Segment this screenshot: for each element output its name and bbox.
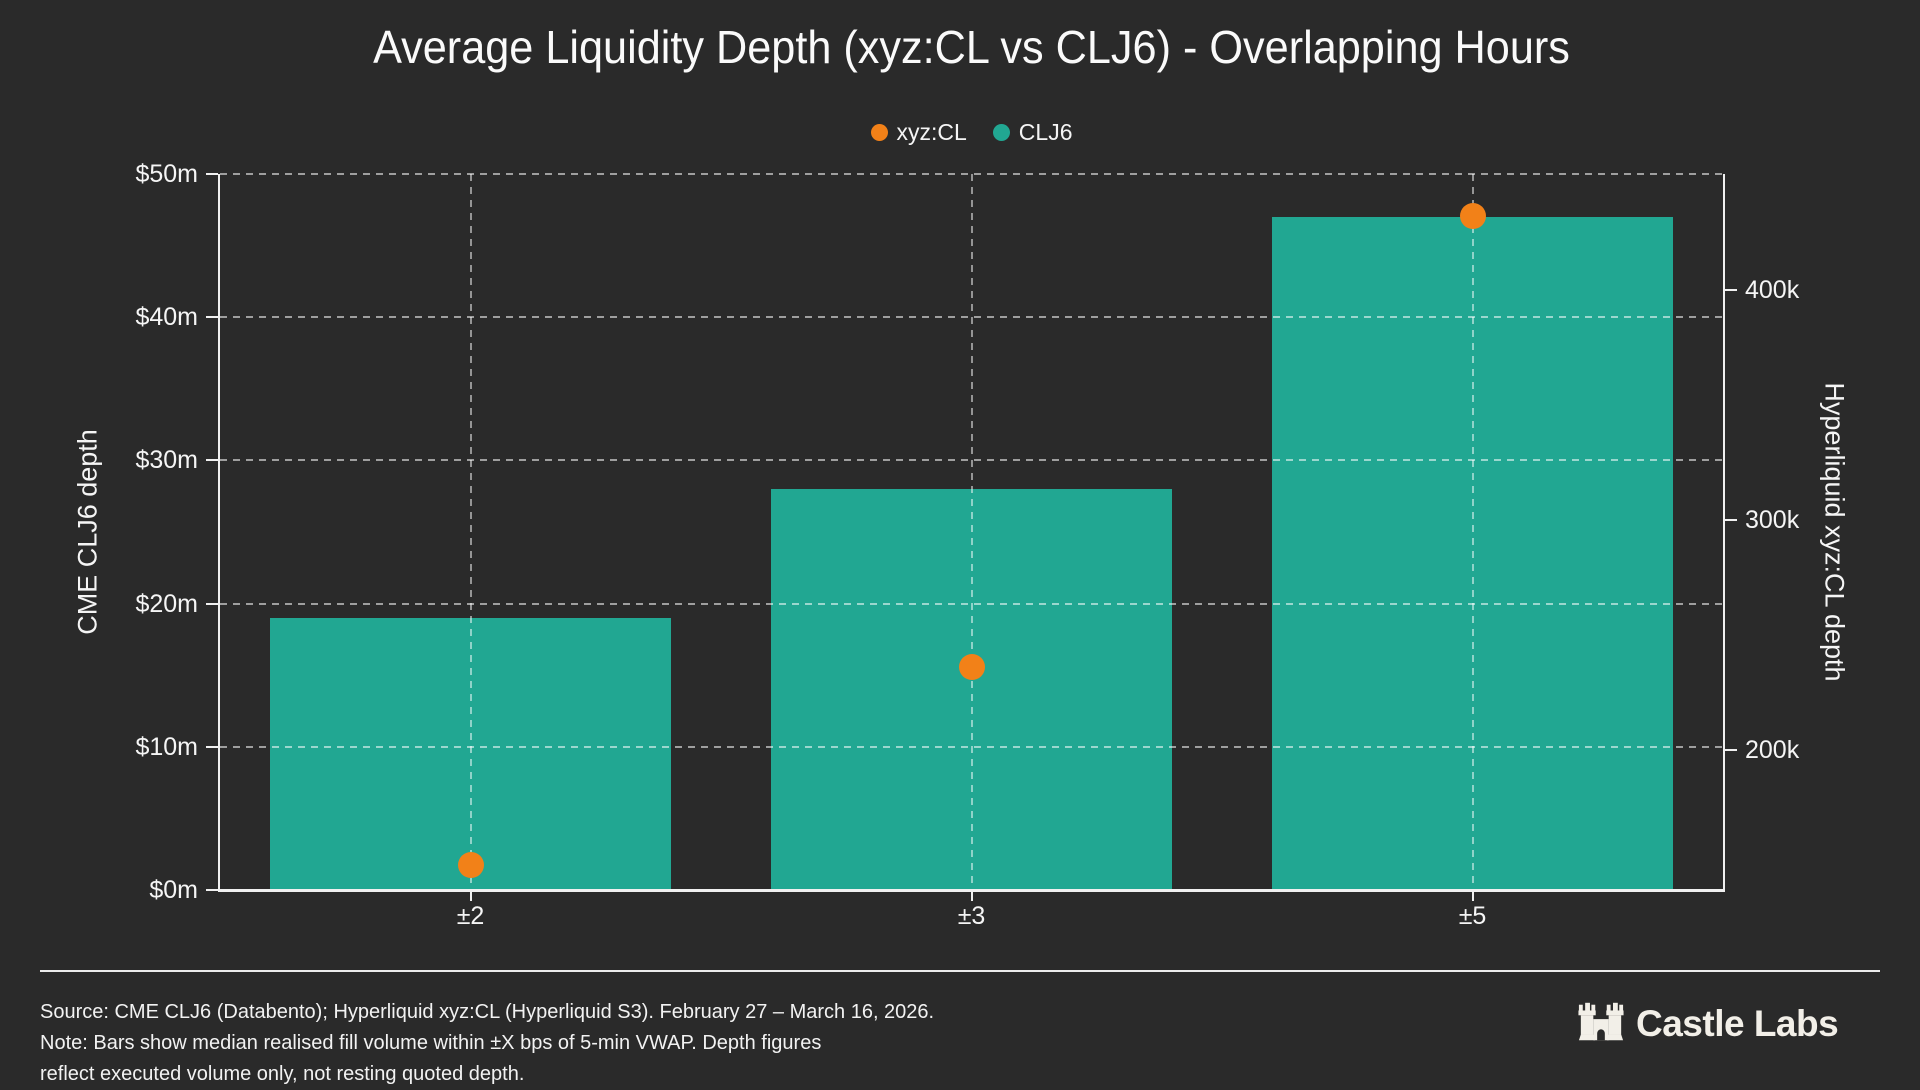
tick-y-right — [1725, 518, 1737, 521]
chart-legend: xyz:CL CLJ6 — [220, 116, 1723, 148]
tick-label-right-200k: 200k — [1745, 735, 1800, 764]
tick-y-left — [206, 316, 218, 319]
tick-y-right — [1725, 288, 1737, 291]
dot-xyz:cl-±5 — [1459, 203, 1486, 230]
tick-y-left — [206, 602, 218, 605]
tick-label-left-$30m: $30m — [135, 446, 198, 475]
tick-label-left-$10m: $10m — [135, 732, 198, 761]
legend-label-xyzcl: xyz:CL — [896, 118, 967, 145]
brand-name: Castle Labs — [1636, 1003, 1839, 1044]
legend-item-xyzcl: xyz:CL — [870, 118, 967, 146]
tick-label-left-$20m: $20m — [135, 589, 198, 618]
x-tick-label-±3: ±3 — [957, 902, 986, 930]
source-line: Source: CME CLJ6 (Databento); Hyperliqui… — [40, 1001, 935, 1023]
gridline-v — [469, 174, 472, 890]
tick-label-right-300k: 300k — [1745, 505, 1800, 534]
legend-label-clj6: CLJ6 — [1018, 118, 1073, 145]
gridline-v — [970, 174, 973, 890]
footer-notes: Source: CME CLJ6 (Databento); Hyperliqui… — [40, 997, 934, 1090]
axis-left-spine — [218, 174, 220, 890]
tick-x — [970, 892, 973, 901]
tick-label-right-400k: 400k — [1745, 275, 1800, 304]
gridline-v — [1471, 174, 1474, 890]
tick-y-right — [1725, 748, 1737, 751]
footer-divider — [40, 970, 1880, 972]
chart-title: Average Liquidity Depth (xyz:CL vs CLJ6)… — [373, 21, 1570, 73]
axis-right-spine — [1723, 174, 1725, 890]
dot-xyz:cl-±3 — [958, 653, 985, 680]
tick-x — [469, 892, 472, 901]
tick-label-left-$0m: $0m — [149, 876, 198, 904]
legend-item-clj6: CLJ6 — [992, 118, 1073, 146]
x-tick-label-±5: ±5 — [1458, 902, 1487, 930]
tick-y-left — [206, 889, 218, 891]
tick-label-left-$40m: $40m — [135, 303, 198, 332]
note-line-2: reflect executed volume only, not restin… — [40, 1063, 525, 1085]
x-tick-label-±2: ±2 — [456, 902, 485, 930]
note-line-1: Note: Bars show median realised fill vol… — [40, 1032, 822, 1054]
legend-dot-xyzcl-icon — [870, 123, 888, 141]
tick-y-left — [206, 745, 218, 748]
tick-x — [1471, 892, 1474, 901]
tick-y-left — [206, 459, 218, 462]
tick-y-left — [206, 173, 218, 175]
brand-logo: Castle Labs — [1577, 1001, 1839, 1048]
tick-label-left-$50m: $50m — [135, 160, 198, 188]
axis-bottom-line — [218, 889, 1725, 892]
dot-xyz:cl-±2 — [457, 851, 484, 878]
legend-dot-clj6-icon — [992, 123, 1010, 141]
castle-icon — [1577, 1001, 1625, 1048]
